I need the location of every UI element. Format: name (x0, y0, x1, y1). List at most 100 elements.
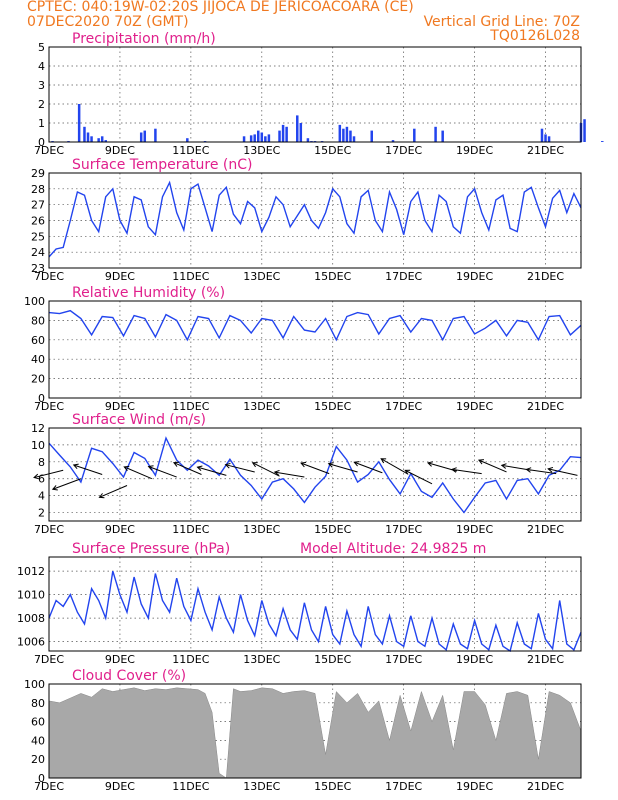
wind-vector (300, 461, 330, 475)
wind-vector (72, 463, 103, 475)
x-tick-label: 9DEC (105, 523, 135, 536)
precip-bar (104, 140, 107, 142)
wind-vector (525, 467, 557, 475)
precip-bar (370, 130, 373, 142)
y-tick-label: 6 (38, 473, 45, 486)
x-tick-label: 7DEC (34, 780, 64, 793)
y-tick-label: 12 (31, 422, 45, 435)
wind-vector-shaft (99, 485, 128, 498)
precip-bar (583, 119, 586, 142)
x-tick-label: 15DEC (314, 144, 351, 157)
x-tick-label: 7DEC (34, 144, 64, 157)
plot-frame (48, 172, 582, 269)
precip-bar (83, 126, 86, 142)
panel-humidity: Relative Humidity (%) 0 20 40 60 80 100 7DEC 9DE… (24, 285, 582, 413)
y-tick-label: 40 (31, 734, 45, 747)
x-tick-label: 11DEC (172, 653, 209, 666)
x-tick-label: 13DEC (243, 653, 280, 666)
x-tick-label: 17DEC (385, 144, 422, 157)
x-tick-label: 13DEC (243, 270, 280, 283)
x-tick-label: 9DEC (105, 780, 135, 793)
wind-vector-head (224, 462, 231, 469)
header-station: CPTEC: 040:19W-02:20S JIJOCA DE JERICOAC… (27, 0, 414, 15)
x-tick-label: 19DEC (456, 653, 493, 666)
wind-vector-head (427, 461, 434, 467)
wind-vector (450, 467, 482, 475)
panel-title: Cloud Cover (%) (72, 668, 186, 684)
wind-vector-head (525, 467, 532, 473)
y-tick-label: 100 (24, 678, 45, 691)
precip-bar (90, 136, 93, 142)
panel-pressure: Surface Pressure (hPa) Model Altitude: 24… (17, 541, 582, 666)
panel-wind: Surface Wind (m/s) 2 4 6 8 10 12 7DEC 9DEC 11DEC 1… (31, 412, 582, 536)
wind-vector (224, 462, 255, 473)
x-tick-label: 15DEC (314, 653, 351, 666)
precip-bar (413, 128, 416, 142)
wind-vector-head (404, 469, 411, 475)
wind-vector (353, 461, 383, 474)
plot-frame (48, 46, 582, 143)
x-tick-label: 11DEC (172, 780, 209, 793)
precip-bar (281, 124, 285, 142)
precip-bar (264, 136, 267, 142)
wind-vector-head (147, 465, 154, 471)
wind-vector (98, 485, 128, 499)
y-tick-label: 2 (38, 507, 45, 520)
precip-bar (544, 134, 547, 142)
wind-vector-shaft (451, 468, 482, 475)
precip-bar (285, 126, 288, 142)
y-tick-label: 60 (31, 716, 45, 729)
y-tick-label: 0 (38, 772, 45, 785)
x-tick-label: 19DEC (456, 144, 493, 157)
precip-bar (547, 136, 551, 142)
x-tick-label: 7DEC (34, 523, 64, 536)
wind-vector-shaft (478, 459, 507, 473)
y-tick-label: 1010 (17, 589, 45, 602)
y-tick-label: 1008 (17, 612, 45, 625)
precip-bar (601, 141, 604, 142)
wind-vector-head (172, 461, 179, 467)
header-grid-line: Vertical Grid Line: 70Z (424, 14, 580, 30)
x-tick-label: 17DEC (385, 653, 422, 666)
y-tick-label: 27 (31, 199, 45, 212)
x-tick-label: 13DEC (243, 144, 280, 157)
precip-bar (352, 136, 356, 142)
y-tick-label: 29 (31, 167, 45, 180)
wind-vector-shaft (404, 469, 433, 485)
wind-vector (123, 465, 153, 480)
y-tick-label: 26 (31, 215, 45, 228)
wind-vector-shaft (328, 463, 358, 473)
series-line (48, 180, 582, 258)
wind-vector (147, 465, 177, 478)
x-tick-label: 13DEC (243, 400, 280, 413)
precip-bar (186, 138, 189, 142)
plot-frame (48, 300, 582, 399)
x-tick-label: 15DEC (314, 523, 351, 536)
x-tick-label: 15DEC (314, 780, 351, 793)
precip-bar (441, 130, 444, 142)
precip-bar (391, 140, 395, 142)
precip-bar (306, 138, 310, 142)
x-tick-label: 11DEC (172, 270, 209, 283)
y-tick-label: 20 (31, 373, 45, 386)
y-tick-label: 23 (31, 262, 45, 275)
wind-vector-head (477, 459, 484, 465)
plot-frame (48, 556, 582, 652)
y-tick-label: 80 (31, 314, 45, 327)
wind-vector (380, 458, 408, 475)
wind-vector-shaft (197, 466, 227, 476)
y-tick-label: 24 (31, 246, 45, 259)
x-tick-label: 21DEC (527, 780, 564, 793)
y-tick-label: 60 (31, 334, 45, 347)
wind-vector-head (273, 469, 280, 476)
wind-vector (251, 462, 280, 477)
wind-vector (51, 478, 82, 491)
y-tick-label: 4 (38, 60, 45, 73)
x-tick-label: 9DEC (105, 144, 135, 157)
precip-bar (100, 136, 104, 142)
precip-bar (143, 130, 147, 142)
x-tick-label: 15DEC (314, 270, 351, 283)
precip-bar (296, 115, 299, 142)
y-tick-label: 0 (38, 392, 45, 405)
